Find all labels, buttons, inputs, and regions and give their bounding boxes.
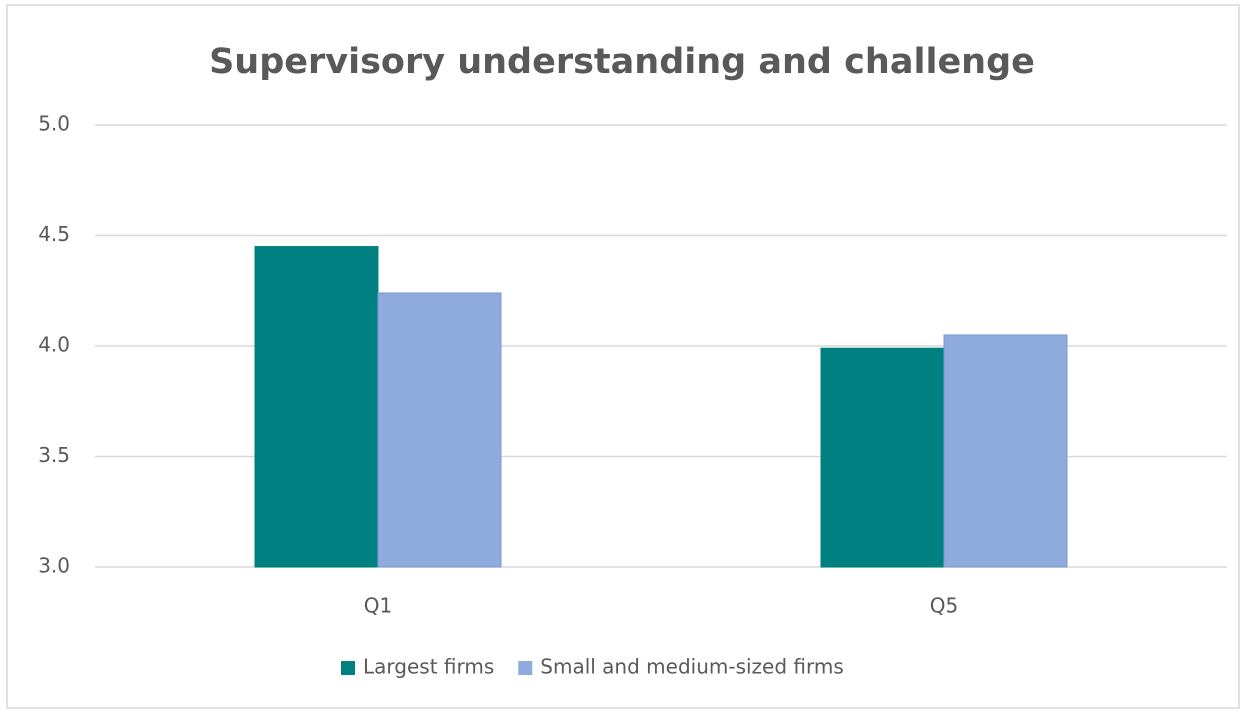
legend-swatch xyxy=(518,661,533,675)
y-tick-label: 4.5 xyxy=(38,222,70,246)
y-tick-label: 3.5 xyxy=(38,443,70,467)
legend-label: Largest firms xyxy=(363,655,494,679)
bar xyxy=(820,347,945,568)
legend-label: Small and medium-sized firms xyxy=(540,655,844,679)
chart-title: Supervisory understanding and challenge xyxy=(209,42,1035,82)
y-tick-label: 5.0 xyxy=(38,112,70,136)
bar xyxy=(377,292,502,568)
x-tick-label: Q5 xyxy=(930,594,958,618)
bar xyxy=(254,246,379,568)
bar xyxy=(943,334,1068,568)
legend-swatch xyxy=(341,661,355,675)
y-tick-label: 3.0 xyxy=(38,554,70,578)
y-tick-label: 4.0 xyxy=(38,333,70,357)
x-tick-label: Q1 xyxy=(364,594,392,618)
